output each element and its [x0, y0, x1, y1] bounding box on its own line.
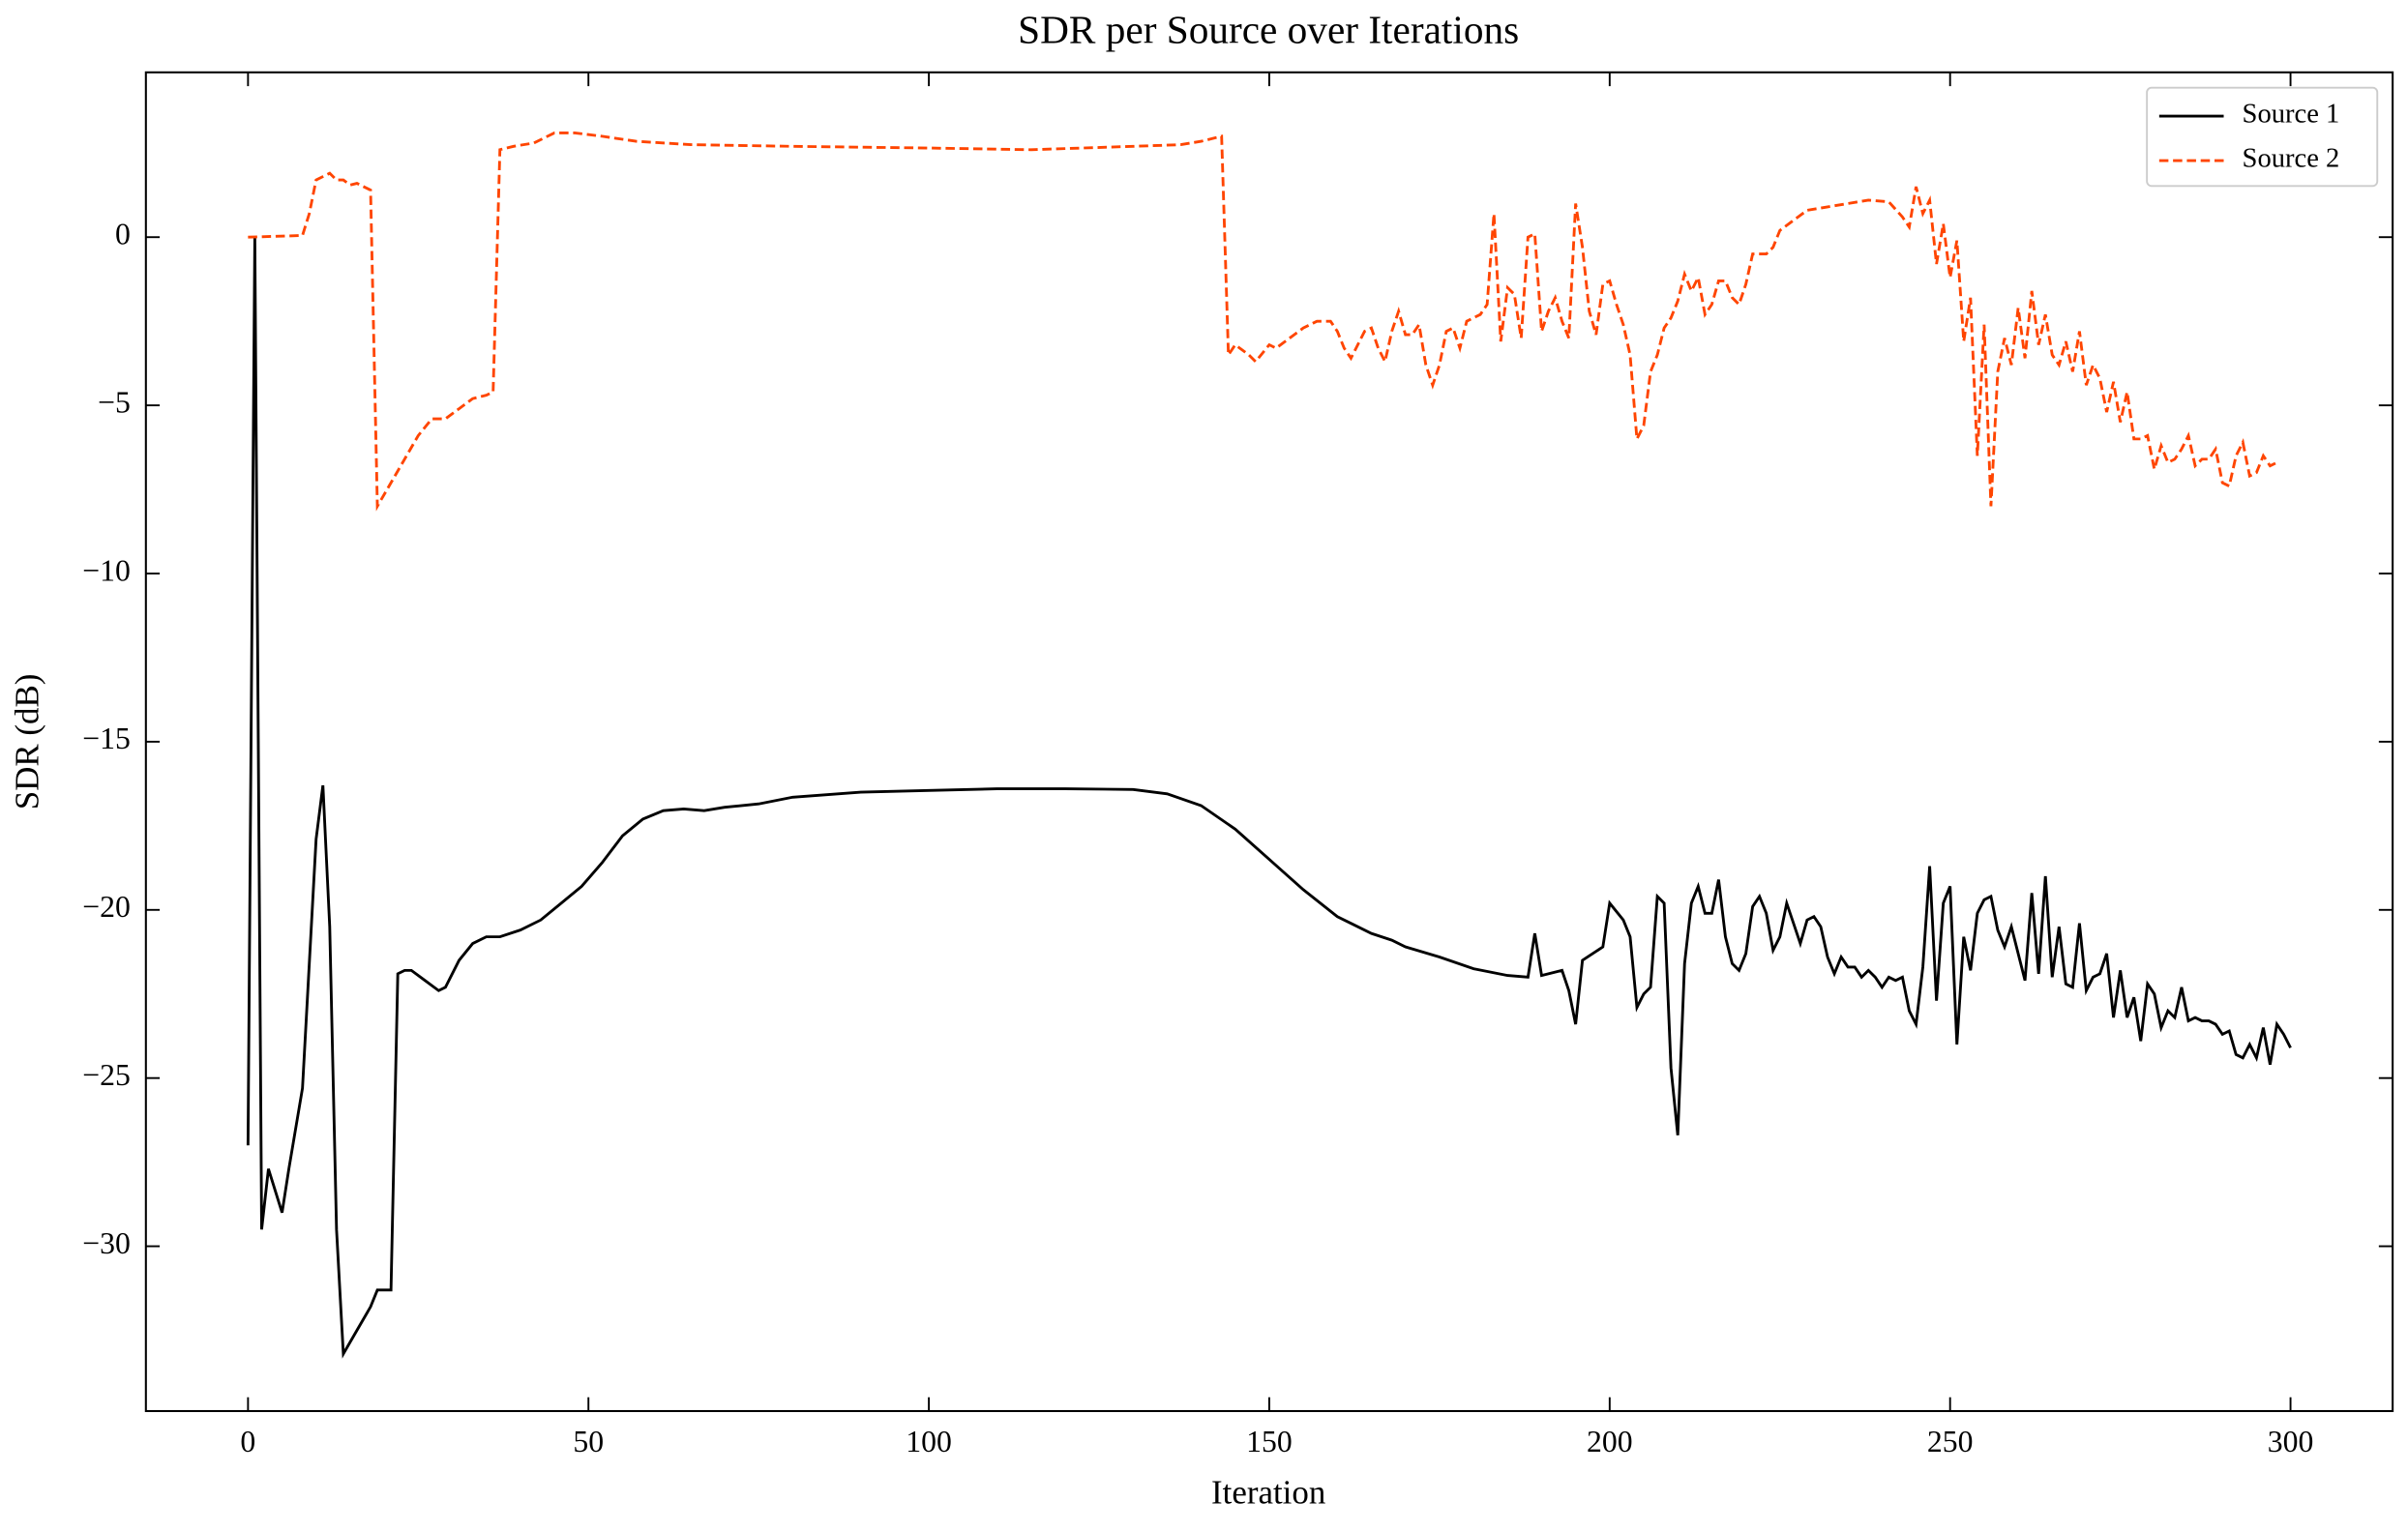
x-tick-label: 150: [1246, 1425, 1293, 1458]
legend-label: Source 1: [2243, 100, 2340, 130]
plot-frame: [144, 71, 2394, 1413]
y-tick-label: 0: [115, 217, 131, 250]
y-tick-label: −20: [82, 890, 131, 924]
x-tick-label: 300: [2268, 1425, 2314, 1458]
series-line: [246, 237, 2292, 1359]
y-tick-label: −15: [82, 721, 131, 755]
x-tick-label: 50: [573, 1425, 604, 1458]
x-tick-label: 100: [906, 1425, 952, 1458]
x-tick-label: 0: [240, 1425, 255, 1458]
y-tick-label: −25: [82, 1058, 131, 1092]
series-line: [248, 131, 2278, 512]
chart-title: SDR per Source over Iterations: [1018, 8, 1519, 52]
x-axis-label: Iteration: [1211, 1473, 1325, 1511]
x-tick-label: 250: [1927, 1425, 1974, 1458]
y-tick-label: −30: [82, 1226, 131, 1260]
y-tick-label: −10: [82, 553, 131, 587]
x-tick-label: 200: [1587, 1425, 1633, 1458]
legend-label: Source 2: [2243, 144, 2340, 174]
y-tick-label: −5: [98, 385, 131, 419]
y-axis-label: SDR (dB): [9, 674, 46, 810]
